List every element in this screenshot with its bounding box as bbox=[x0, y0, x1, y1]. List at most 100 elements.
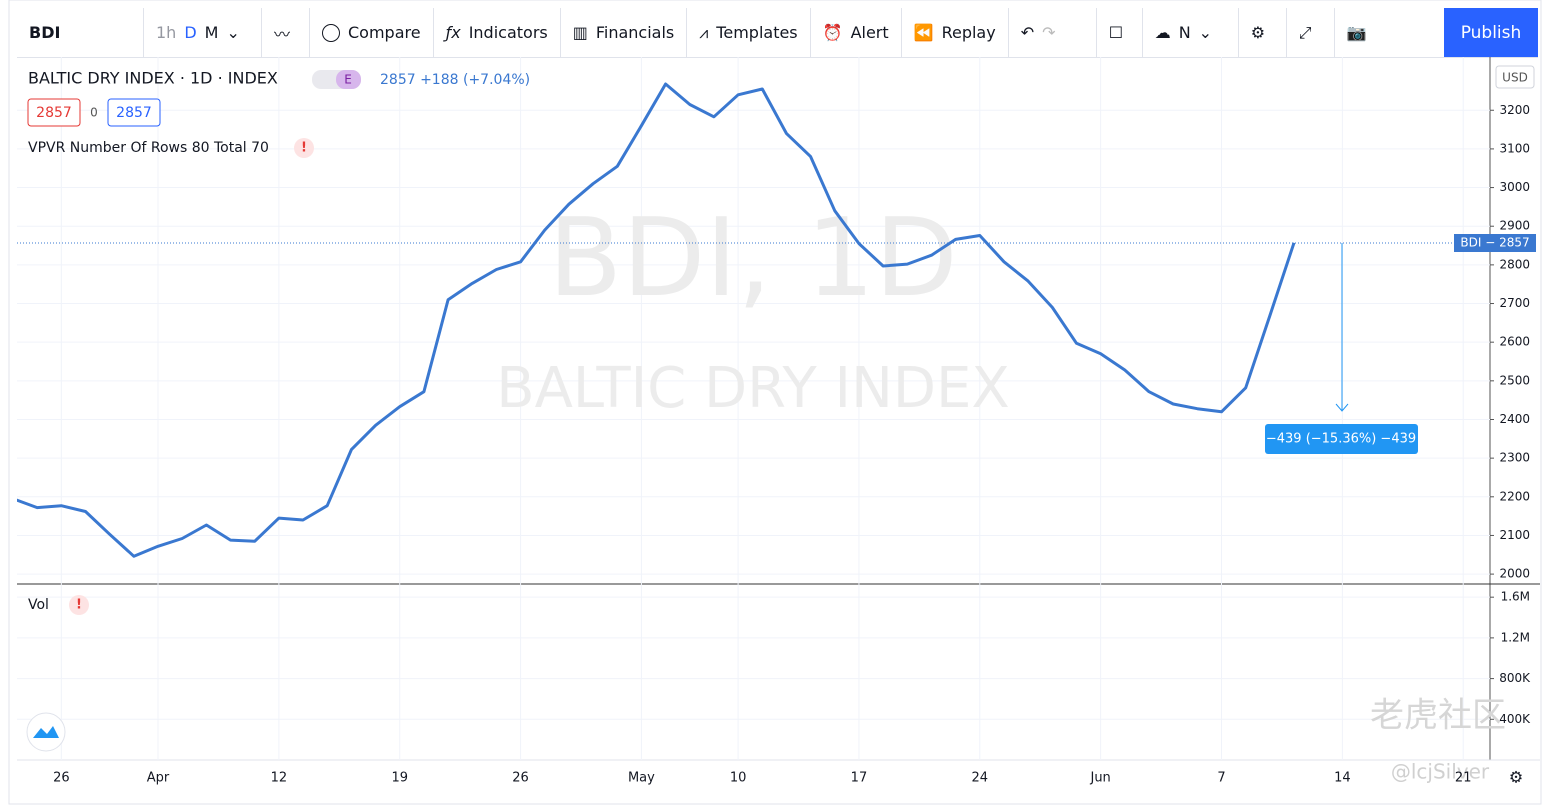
y-tick-label: 2800 bbox=[1499, 257, 1530, 271]
label: N bbox=[1178, 23, 1191, 42]
measure-arrow bbox=[1335, 403, 1349, 412]
settings[interactable]: ⚙ bbox=[1239, 8, 1287, 57]
y-tick-label: 2900 bbox=[1499, 219, 1530, 233]
x-tick-label: 14 bbox=[1334, 771, 1351, 786]
publish-button[interactable]: Publish bbox=[1444, 8, 1538, 57]
x-tick-label: Jun bbox=[1089, 771, 1110, 786]
icon: ⏰ bbox=[822, 23, 843, 42]
y-tick-label: 1.2M bbox=[1501, 630, 1530, 644]
y-tick-label: 2700 bbox=[1499, 296, 1530, 310]
grid bbox=[17, 57, 1494, 760]
undo-redo[interactable]: ↶ ↷ bbox=[1009, 8, 1097, 57]
warning-bg[interactable] bbox=[294, 138, 314, 158]
indicators[interactable]: ƒx Indicators bbox=[434, 8, 561, 57]
currency: USD bbox=[1502, 71, 1528, 85]
x-tick-label: 24 bbox=[972, 771, 989, 786]
watermark-symbol: BDI, 1D bbox=[548, 196, 958, 321]
legend-title: BALTIC DRY INDEX · 1D · INDEX bbox=[28, 69, 278, 88]
x-tick-label: 17 bbox=[851, 771, 868, 786]
icon: ▥ bbox=[572, 23, 588, 42]
y-tick-label: 2200 bbox=[1499, 489, 1530, 503]
y-tick-label: 2100 bbox=[1499, 528, 1530, 542]
ask-box bbox=[107, 98, 161, 127]
x-tick-label: 26 bbox=[53, 771, 70, 786]
label: Financials bbox=[595, 23, 675, 42]
indicator-label: VPVR Number Of Rows 80 Total 70 bbox=[28, 140, 269, 156]
y-tick-label: 2600 bbox=[1499, 335, 1530, 349]
warning-bg[interactable] bbox=[69, 595, 89, 615]
bid-box bbox=[27, 98, 81, 127]
interval[interactable]: M bbox=[204, 23, 219, 42]
x-tick-label: Apr bbox=[147, 771, 170, 786]
logo[interactable] bbox=[26, 712, 66, 752]
badge-label: E bbox=[344, 73, 352, 87]
label: Templates bbox=[716, 23, 798, 42]
y-tick-label: 1.6M bbox=[1501, 590, 1530, 604]
icon: ☁ bbox=[1154, 23, 1171, 42]
x-tick-label: 21 bbox=[1455, 771, 1472, 786]
x-tick-label: 19 bbox=[391, 771, 408, 786]
fullscreen-box[interactable]: ☐ bbox=[1097, 8, 1143, 57]
credit-user: @lcjSilver bbox=[1391, 760, 1490, 784]
x-tick-label: 7 bbox=[1217, 771, 1225, 786]
axis-settings[interactable]: ⚙ bbox=[1509, 768, 1523, 787]
y-tick-label: 2300 bbox=[1499, 451, 1530, 465]
volume-label: Vol bbox=[28, 597, 49, 613]
legend-change: 2857 +188 (+7.04%) bbox=[380, 72, 530, 88]
x-tick-label: 10 bbox=[730, 771, 747, 786]
y-tick-label: 400K bbox=[1499, 712, 1531, 726]
icon: ⏪ bbox=[913, 23, 934, 42]
measure-label: −439 (−15.36%) −439 bbox=[1266, 432, 1416, 447]
y-tick-label: 800K bbox=[1499, 671, 1531, 685]
x-tick-label: May bbox=[628, 771, 655, 786]
intervals: 1h D M ⌄ bbox=[144, 8, 262, 57]
icon: ↶ bbox=[1020, 23, 1035, 42]
icon: ƒx bbox=[445, 23, 461, 42]
x-tick-label: 12 bbox=[271, 771, 288, 786]
currency-box[interactable] bbox=[1495, 65, 1535, 89]
compare[interactable]: Compare bbox=[310, 8, 434, 57]
y-tick-label: 2500 bbox=[1499, 373, 1530, 387]
layout[interactable]: ☁ N ⌄ bbox=[1143, 8, 1239, 57]
replay[interactable]: ⏪ Replay bbox=[902, 8, 1009, 57]
icon: ↷ bbox=[1042, 23, 1056, 42]
price-tag: BDI − 2857 bbox=[1460, 236, 1529, 250]
expand[interactable]: ⤢ bbox=[1287, 8, 1335, 57]
bid: 2857 bbox=[36, 105, 72, 121]
label: Compare bbox=[348, 23, 421, 42]
financials[interactable]: ▥ Financials bbox=[561, 8, 688, 57]
frame bbox=[8, 0, 1542, 805]
icon: ⩘ bbox=[699, 22, 709, 42]
alert[interactable]: ⏰ Alert bbox=[811, 8, 902, 57]
interval[interactable]: 1h bbox=[156, 23, 177, 42]
symbol[interactable]: BDI bbox=[17, 8, 144, 57]
warning: ! bbox=[76, 598, 82, 613]
templates[interactable]: ⩘ Templates bbox=[687, 8, 811, 57]
logo-mark bbox=[33, 726, 59, 738]
dropdown[interactable]: ⌄ bbox=[226, 23, 240, 42]
measure-box bbox=[1265, 424, 1418, 454]
ask: 2857 bbox=[116, 105, 152, 121]
y-tick-label: 3100 bbox=[1499, 141, 1530, 155]
dropdown: ⌄ bbox=[1198, 23, 1213, 42]
x-tick-label: 26 bbox=[512, 771, 529, 786]
label: Alert bbox=[850, 23, 889, 42]
snapshot[interactable]: 📷 bbox=[1346, 23, 1367, 42]
y-tick-label: 2000 bbox=[1499, 567, 1530, 581]
credit-site: 老虎社区 bbox=[1370, 696, 1506, 736]
label: Replay bbox=[941, 23, 996, 42]
warning: ! bbox=[301, 141, 307, 156]
price-tag-bg bbox=[1454, 234, 1536, 252]
label: Indicators bbox=[468, 23, 548, 42]
toolbar: BDI 1h D M ⌄ 〰 Compare ƒx Indicators ▥ Fin… bbox=[17, 8, 1538, 58]
icon bbox=[322, 23, 340, 42]
badge bbox=[336, 70, 361, 89]
watermark-name: BALTIC DRY INDEX bbox=[496, 356, 1010, 421]
interval[interactable]: D bbox=[184, 23, 197, 42]
marks bbox=[17, 82, 1296, 558]
spread: 0 bbox=[90, 106, 98, 120]
y-tick-label: 3000 bbox=[1499, 180, 1530, 194]
chart-type[interactable]: 〰 bbox=[262, 8, 310, 57]
